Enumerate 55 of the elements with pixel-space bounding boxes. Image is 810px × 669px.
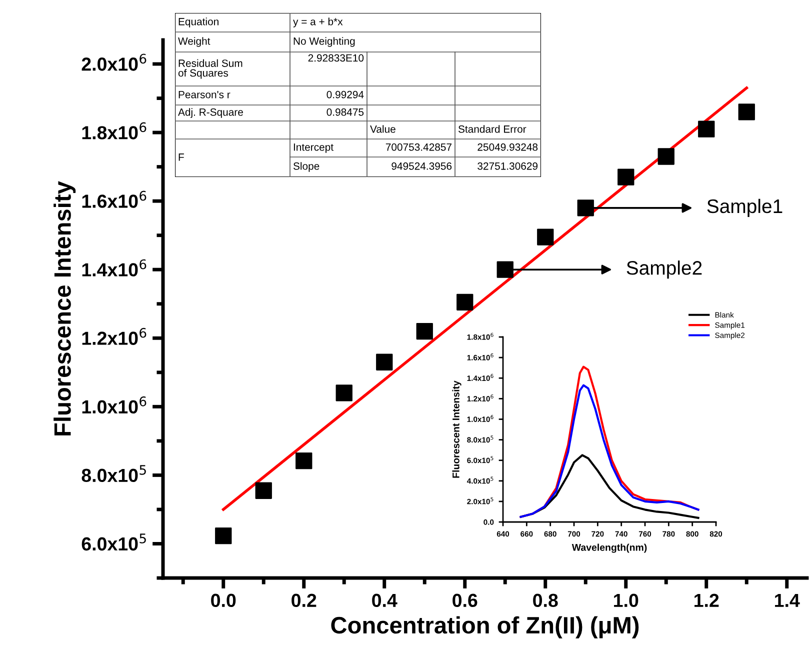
x-tick-label: 0.2 [292,594,316,608]
annotation: Adj. R-Square [178,108,243,118]
point [296,452,312,470]
annotation: Residual Sum of Squares [178,59,242,79]
annotation: 700753.42857 [386,143,452,151]
text: Equation [178,18,218,28]
y-tick-label: 1.4x10$^{6}$ [82,259,146,276]
x-tick-label: 0.0 [211,594,236,608]
annotation: F [178,154,184,161]
y-tick-label: 6.0x10$^{5}$ [82,534,146,551]
point [658,148,674,165]
annotation: 949524.3956 [392,162,452,170]
point [336,384,352,402]
annotation: 25049.93248 [478,143,538,151]
annotation: 2.92833E10 [308,54,364,62]
x-axis-title: Concentration of Zn(II) (μM) [331,616,639,638]
y-tick-label: 2.0x10$^{6}$ [82,54,146,71]
y-tick-label: 1.8x10$^{6}$ [82,122,146,140]
annotation: Standard Error [458,125,526,133]
x-tick-label: 0.6 [452,594,478,608]
point [496,261,514,278]
point [698,120,715,138]
y-tick-label: 1.6x10$^{6}$ [82,190,146,208]
annotation: Pearson's r [178,91,230,98]
annotation: Intercept [294,144,334,153]
y-axis-title: Fluorescence Intensity [54,181,76,436]
x-tick-label: 1.2 [694,594,719,607]
x-axis-title: Wavelength(nm) [572,544,647,553]
text: y = a + b*x [293,18,343,28]
point [618,168,634,186]
point [376,354,393,370]
x-tick-label: 0.8 [533,594,558,608]
point [255,482,272,499]
point [577,200,594,216]
y-tick-label: 1.0x10$^{6}$ [82,396,146,414]
annotation: Sample1 [707,198,782,217]
annotation: Value [370,125,396,133]
x-tick-label: 1.4 [775,594,800,607]
y-tick-label: 8.0x10$^{5}$ [82,465,146,482]
point [416,322,433,340]
annotation: Slope [293,162,320,172]
annotation: No Weighting [294,37,355,47]
annotation: 0.99294 [326,90,364,98]
point [215,528,232,544]
point [456,294,474,310]
x-tick-label: 0.4 [372,594,398,608]
annotation: Sample2 [626,260,702,279]
x-tick-label: 1.0 [614,594,638,608]
annotation: 0.98475 [326,108,364,116]
annotation: 32751.30629 [478,162,538,170]
point [537,228,554,246]
annotation: Weight [178,37,210,47]
y-tick-label: 1.2x10$^{6}$ [82,328,146,345]
y-axis-title: Fluorescent Intensity [452,380,462,478]
point [738,104,755,120]
